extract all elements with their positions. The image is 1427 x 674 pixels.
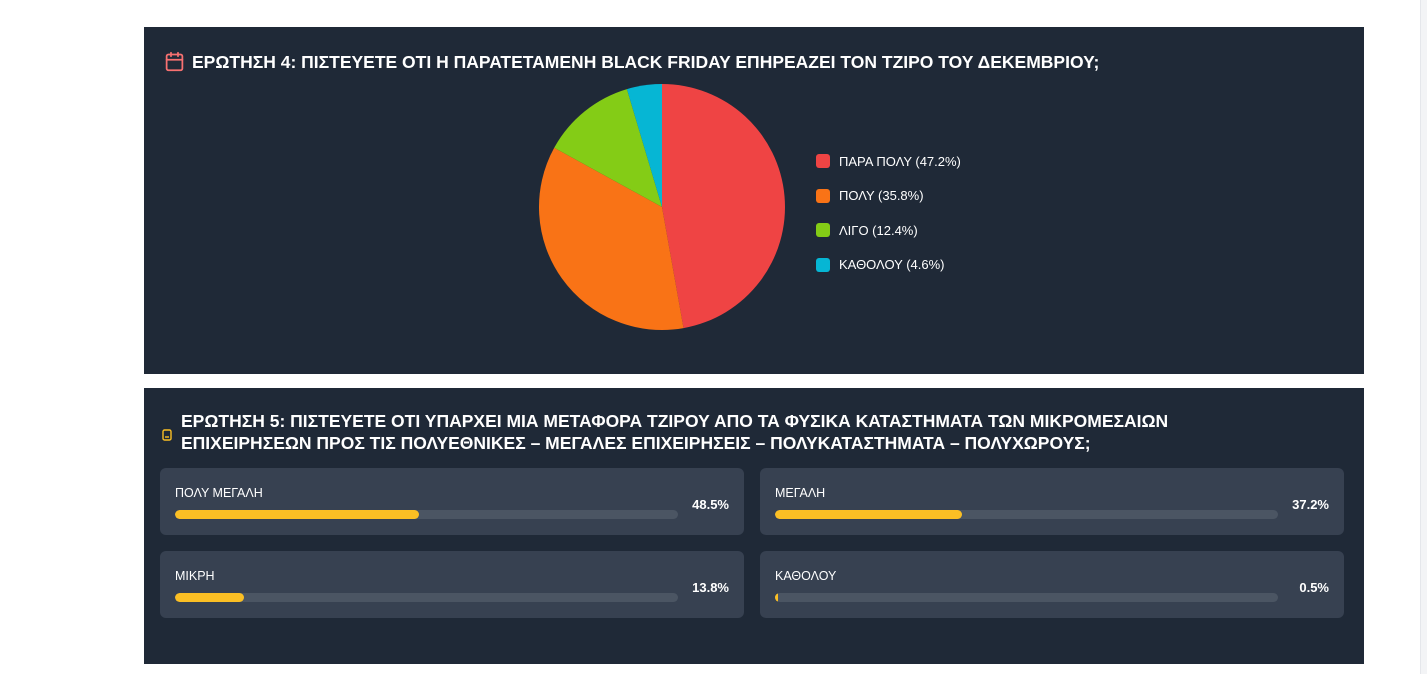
legend-swatch: [816, 154, 830, 169]
legend-item: ΠΟΛΥ (35.8%): [816, 179, 961, 214]
legend-label: ΚΑΘΟΛΟΥ (4.6%): [839, 257, 945, 273]
answer-percentage: 37.2%: [1292, 497, 1329, 512]
pie-chart: [538, 84, 785, 331]
legend-swatch: [816, 188, 830, 203]
answer-percentage: 13.8%: [692, 580, 729, 595]
legend-swatch: [816, 223, 830, 238]
progress-fill: [775, 593, 778, 602]
progress-track: [175, 510, 678, 519]
question-4-panel: ΕΡΩΤΗΣΗ 4: ΠΙΣΤΕΥΕΤΕ ΟΤΙ Η ΠΑΡΑΤΕΤΑΜΕΝΗ …: [144, 27, 1364, 374]
progress-track: [775, 593, 1278, 602]
legend-item: ΠΑΡΑ ΠΟΛΥ (47.2%): [816, 144, 961, 179]
legend-swatch: [816, 257, 830, 272]
progress-track: [775, 510, 1278, 519]
answer-card: ΜΙΚΡΗ 13.8%: [160, 551, 744, 618]
question-4-title: ΕΡΩΤΗΣΗ 4: ΠΙΣΤΕΥΕΤΕ ΟΤΙ Η ΠΑΡΑΤΕΤΑΜΕΝΗ …: [192, 52, 1100, 72]
legend-label: ΛΙΓΟ (12.4%): [839, 222, 918, 238]
question-5-title: ΕΡΩΤΗΣΗ 5: ΠΙΣΤΕΥΕΤΕ ΟΤΙ ΥΠΑΡΧΕΙ ΜΙΑ ΜΕΤ…: [181, 411, 1169, 453]
answer-label: ΠΟΛΥ ΜΕΓΑΛΗ: [175, 486, 263, 500]
answer-card: ΚΑΘΟΛΟΥ 0.5%: [760, 551, 1344, 618]
legend-label: ΠΑΡΑ ΠΟΛΥ (47.2%): [839, 153, 961, 169]
legend-label: ΠΟΛΥ (35.8%): [839, 188, 924, 204]
answer-label: ΜΙΚΡΗ: [175, 569, 215, 583]
pie-slice-1: [662, 84, 785, 329]
calendar-icon: [165, 51, 184, 72]
scrollbar[interactable]: [1420, 0, 1427, 674]
legend-item: ΛΙΓΟ (12.4%): [816, 213, 961, 248]
progress-track: [175, 593, 678, 602]
document-icon: [162, 429, 172, 441]
answer-card: ΠΟΛΥ ΜΕΓΑΛΗ 48.5%: [160, 468, 744, 535]
answer-percentage: 48.5%: [692, 497, 729, 512]
pie-legend: ΠΑΡΑ ΠΟΛΥ (47.2%) ΠΟΛΥ (35.8%) ΛΙΓΟ (12.4%…: [816, 144, 961, 282]
legend-item: ΚΑΘΟΛΟΥ (4.6%): [816, 248, 961, 283]
answer-card: ΜΕΓΑΛΗ 37.2%: [760, 468, 1344, 535]
answer-percentage: 0.5%: [1299, 580, 1329, 595]
answer-label: ΜΕΓΑΛΗ: [775, 486, 826, 500]
pie-slice-4: [626, 84, 662, 207]
progress-fill: [175, 593, 245, 602]
pie-slice-3: [554, 89, 662, 207]
answer-label: ΚΑΘΟΛΟΥ: [775, 569, 837, 583]
pie-slice-2: [538, 147, 684, 331]
progress-fill: [175, 510, 419, 519]
progress-fill: [775, 510, 963, 519]
question-5-panel: ΕΡΩΤΗΣΗ 5: ΠΙΣΤΕΥΕΤΕ ΟΤΙ ΥΠΑΡΧΕΙ ΜΙΑ ΜΕΤ…: [144, 388, 1364, 664]
